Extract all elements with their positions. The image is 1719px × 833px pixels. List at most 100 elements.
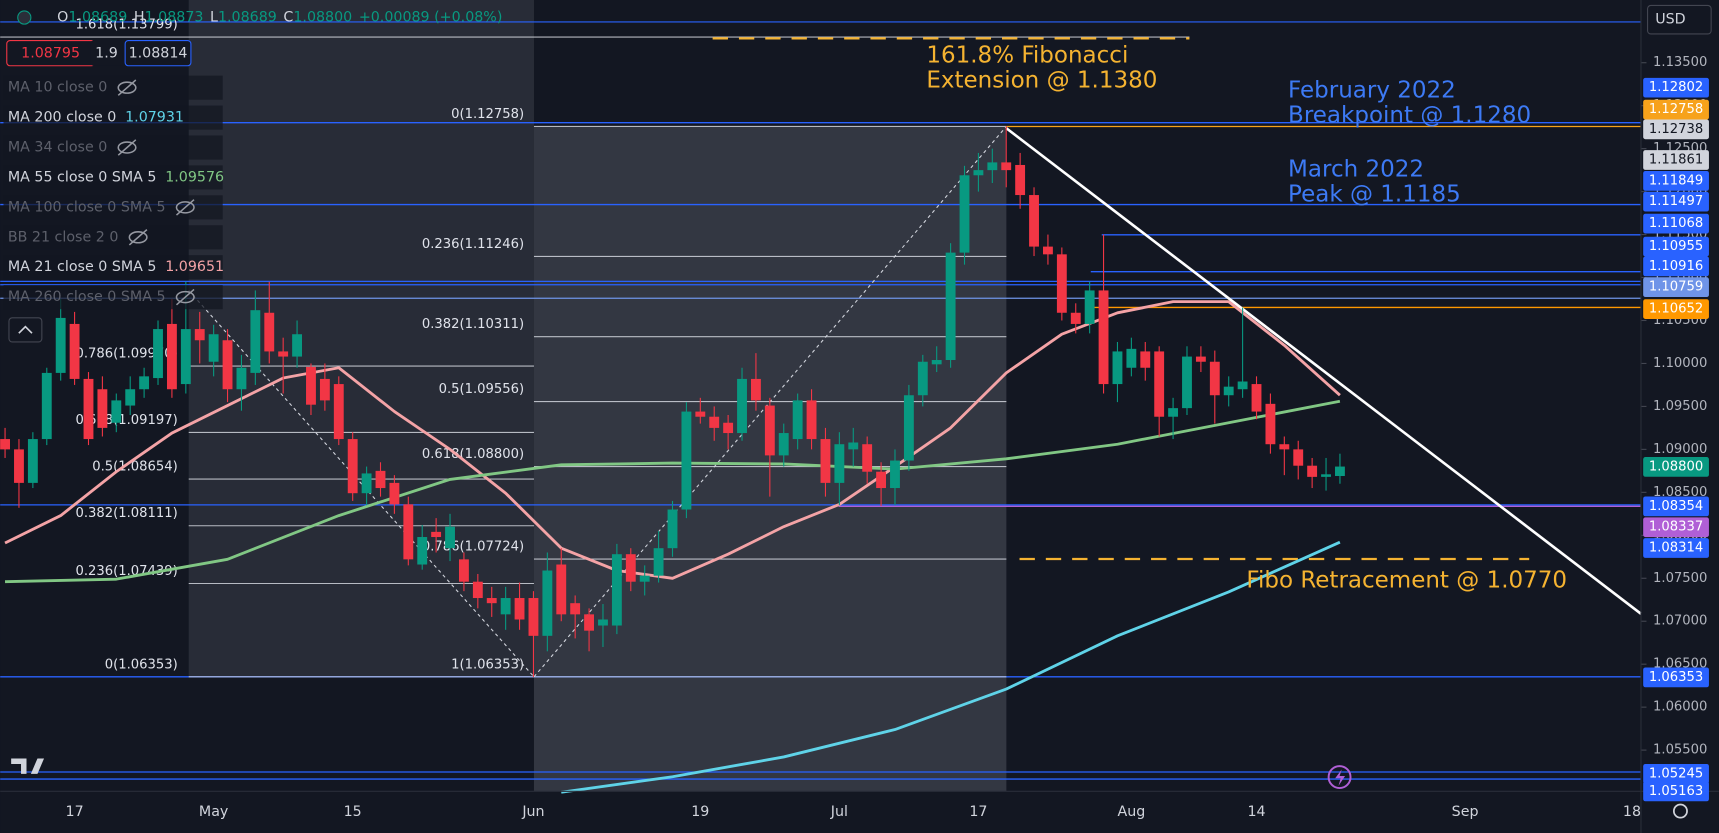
y-tick-label: 1.06000 [1653,700,1707,715]
x-tick-label: 19 [691,804,709,820]
collapse-button[interactable] [8,317,43,343]
price-badge [1643,517,1709,538]
hidden-eye-icon[interactable] [175,290,195,304]
price-badge-label: 1.08314 [1649,541,1703,556]
hidden-eye-icon[interactable] [175,201,195,214]
price-box-label: 1.08814 [129,46,188,62]
x-tick-label: Sep [1452,804,1479,820]
y-tick-label: 1.10000 [1653,356,1707,371]
fib-diagonal [188,290,535,678]
alert-icon [1335,769,1346,786]
candle-body [764,405,775,456]
ohlc-item: 1.08689 [218,10,277,26]
candle-body [542,570,553,636]
price-badge [1643,213,1709,234]
candle-body [681,411,692,510]
annotation: Peak @ 1.1185 [1288,182,1461,208]
candle-body [0,439,10,450]
candle-body [737,378,747,434]
price-badge [1643,150,1709,170]
hidden-eye-icon[interactable] [128,229,148,246]
price-badge-label: 1.10652 [1649,302,1703,317]
fib-label: 0.786(1.07724) [422,539,524,554]
y-tick-label: 1.13500 [1653,55,1707,70]
indicator-value: 1.07931 [125,110,184,126]
fib-label: 0(1.06353) [105,657,178,672]
price-box [124,40,192,67]
candle-body [83,378,94,440]
indicator-label: MA 55 close 0 SMA 5 [8,169,157,185]
candle-body [500,598,511,615]
indicator-label: BB 21 close 2 0 [8,229,119,245]
fib-label: 0.618(1.08800) [422,447,524,462]
candle-body [180,329,191,385]
price-badge-label: 1.11068 [1649,216,1703,231]
candle-body [1209,361,1220,396]
hidden-eye-icon[interactable] [117,81,137,94]
annotation: Fibo Retracement @ 1.0770 [1246,567,1567,593]
candle-body [959,175,970,253]
price-badge-label: 1.10955 [1649,239,1703,254]
candle-body [556,564,567,615]
candle-body [653,548,664,576]
annotation: 161.8% Fibonacci [926,42,1128,68]
moving-average [561,540,1341,794]
candle-body [208,334,219,362]
currency-button[interactable] [1647,4,1712,35]
hidden-eye-icon[interactable] [175,288,195,306]
ohlc-item: 1.08689 [68,10,127,26]
candle-body [1265,403,1276,445]
candle-body [695,411,706,417]
candle-body [458,559,469,582]
hidden-eye-icon[interactable] [117,79,137,96]
price-badge [1643,77,1709,98]
price-badge [1643,763,1709,784]
price-badge-label: 1.12738 [1649,122,1703,137]
candle-body [97,389,108,428]
candle-body [1070,312,1081,324]
fib-label: 0.786(1.09970) [76,346,178,361]
candle-body [1237,381,1248,390]
candle-body [528,598,539,636]
candle-body [1321,474,1331,477]
alert-icon[interactable] [1327,765,1352,790]
candle-body [1001,162,1012,171]
x-tick-label: 18 [1623,804,1641,820]
fib-label: 1(1.06353) [451,657,524,672]
price-badge [1643,781,1709,802]
candle-body [486,598,497,604]
y-tick-label: 1.09500 [1653,399,1707,414]
price-badge-label: 1.05163 [1649,784,1703,799]
candle-body [667,509,678,549]
ohlc-item: L [210,10,218,26]
candle-body [1335,466,1345,477]
candle-body [514,598,525,620]
hidden-eye-icon[interactable] [175,199,195,216]
candle-body [1084,290,1095,324]
candle-body [584,614,595,631]
hidden-eye-icon[interactable] [128,231,148,244]
candle-body [236,367,247,390]
y-tick-label: 1.05500 [1653,743,1707,758]
hidden-eye-icon[interactable] [117,139,137,156]
hidden-eye-icon[interactable] [117,141,137,154]
y-tick-label: 1.07500 [1653,571,1707,586]
candle-body [445,526,455,549]
moving-average [4,300,1341,580]
candle-body [1251,384,1262,412]
price-badge-label: 1.06353 [1649,670,1703,685]
fib-label: 0(1.12758) [451,107,524,122]
candle-body [1056,254,1067,313]
candle-body [1307,465,1318,477]
candle-body [292,334,302,357]
candle-body [570,603,581,615]
x-tick-label: Jun [521,804,544,820]
price-box-label: 1.9 [95,46,118,62]
price-badge-label: 1.10759 [1649,280,1703,295]
settings-icon[interactable] [1672,803,1688,819]
annotation: February 2022 [1288,77,1456,103]
indicator-value: 1.09651 [165,259,224,275]
fib-label: 1.618(1.13799) [76,17,178,32]
candle-body [709,416,720,428]
